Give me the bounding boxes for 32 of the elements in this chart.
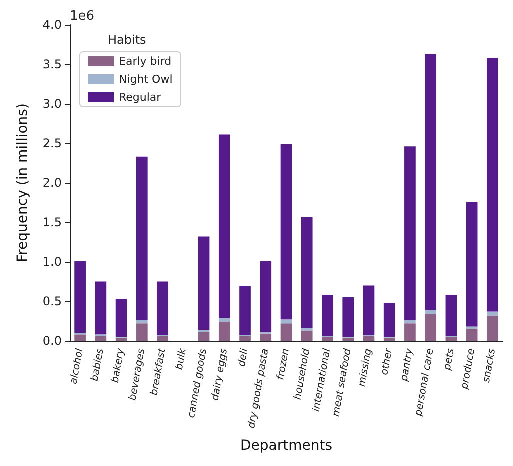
x-tick-label: meat seafood: [330, 347, 354, 418]
y-tick-label: 1.5: [42, 216, 62, 230]
x-tick-label: personal care: [413, 348, 436, 418]
legend-label: Night Owl: [119, 73, 173, 86]
legend-label: Regular: [119, 91, 162, 104]
y-tick-label: 0.5: [42, 294, 62, 308]
x-tick-label: bakery: [110, 346, 128, 384]
legend-title: Habits: [108, 33, 146, 47]
legend-label: Early bird: [119, 55, 172, 68]
y-tick-label: 0.0: [42, 334, 62, 348]
y-tick-label: 3.0: [42, 97, 62, 111]
x-tick-label: pets: [442, 348, 457, 372]
x-tick-label: dairy eggs: [210, 348, 230, 402]
x-tick-label: beverages: [128, 348, 148, 402]
x-tick-label: missing: [356, 348, 374, 388]
y-tick-label: 1.0: [42, 255, 62, 269]
x-tick-label: alcohol: [68, 348, 86, 386]
x-tick-label: frozen: [276, 348, 292, 381]
y-axis-title: Frequency (in millions): [15, 104, 31, 262]
y-tick-label: 3.5: [42, 58, 62, 72]
x-tick-label: babies: [90, 348, 106, 382]
y-tick-label: 2.0: [42, 176, 62, 190]
x-tick-label: produce: [459, 348, 478, 392]
x-axis-title: Departments: [240, 438, 333, 454]
x-tick-label: pantry: [398, 346, 416, 384]
y-tick-label: 2.5: [42, 136, 62, 150]
text: 1e6: [70, 9, 95, 24]
x-tick-label: snacks: [481, 348, 498, 384]
x-tick-label: other: [380, 347, 396, 376]
x-tick-label: household: [292, 347, 313, 401]
x-tick-label: breakfast: [149, 346, 168, 397]
y-tick-label: 4.0: [42, 18, 62, 32]
